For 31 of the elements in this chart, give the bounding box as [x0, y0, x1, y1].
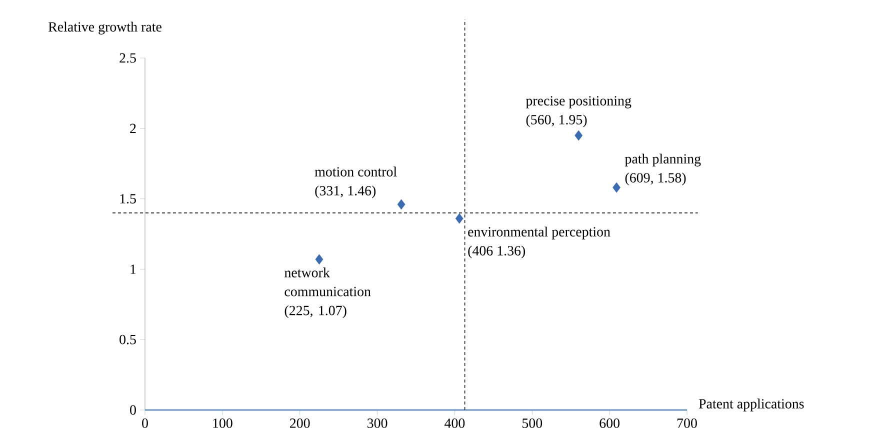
y-tick-label: 0.5 [120, 334, 136, 344]
point [315, 254, 324, 265]
x-tick-label: 100 [213, 418, 232, 428]
text: precise positioning [526, 96, 632, 108]
series-label: path planning [624, 154, 701, 166]
y-tick-label: 0 [130, 405, 136, 415]
data-label: (406 1.36) [468, 246, 526, 258]
data-label: (609, 1.58) [625, 172, 686, 186]
point [397, 199, 406, 210]
data-label: (331, 1.46) [315, 186, 376, 198]
x-axis-title: Patent applications [698, 398, 804, 412]
series-label: environmental perception [468, 226, 610, 240]
y-tick-label: 1 [130, 264, 136, 274]
series-label: motion control [314, 166, 397, 176]
x-tick-label: 700 [677, 418, 697, 428]
point [574, 130, 583, 141]
x-tick-label: 0 [142, 418, 148, 428]
point [455, 213, 464, 224]
x-tick-label: 400 [444, 418, 465, 428]
point [612, 182, 620, 193]
x-tick-label: 200 [290, 418, 310, 428]
y-tick-label: 1.5 [120, 194, 136, 204]
series-label: network communication [284, 268, 371, 296]
x-tick-label: 500 [522, 418, 542, 428]
data-label: (225, 1.07) [284, 305, 346, 318]
data-label: (560, 1.95) [526, 114, 587, 128]
y-tick-label: 2 [130, 124, 136, 134]
x-tick-label: 600 [600, 418, 620, 428]
y-axis-title: Relative growth rate [48, 22, 162, 34]
y-tick-label: 2.5 [120, 53, 136, 63]
x-tick-label: 300 [367, 418, 388, 428]
